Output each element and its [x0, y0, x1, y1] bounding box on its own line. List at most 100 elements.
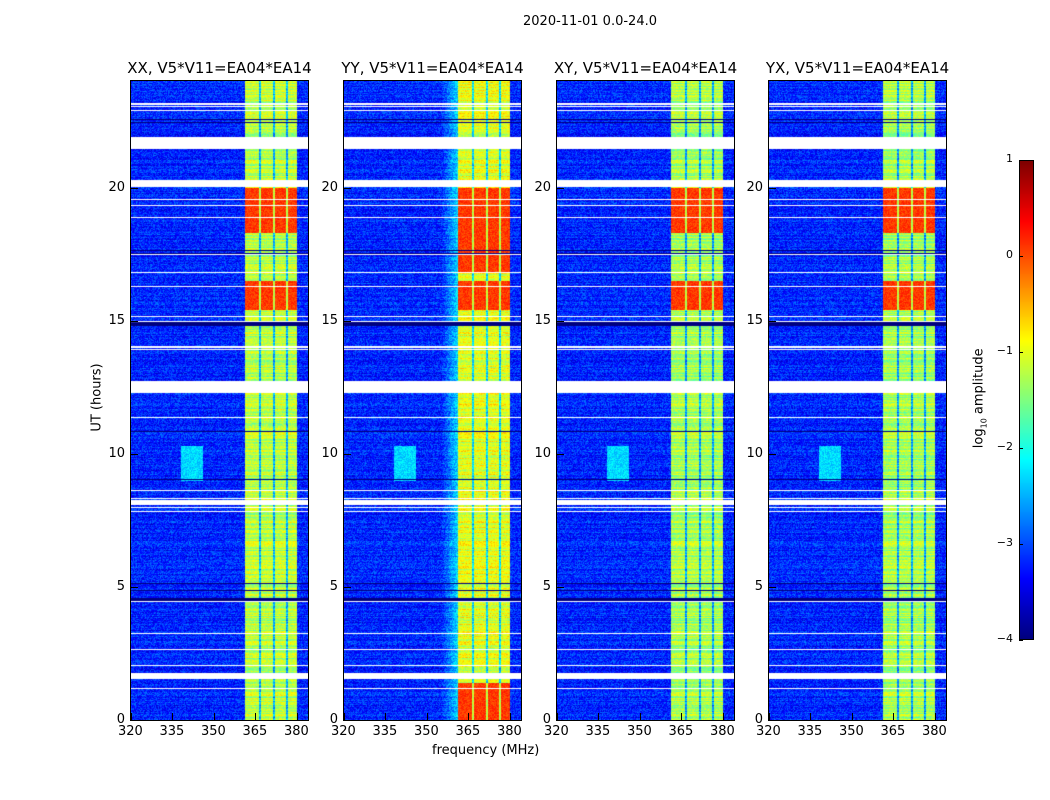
x-tick: [893, 713, 895, 720]
y-tick: [131, 187, 138, 189]
x-tick: [769, 713, 770, 720]
x-tick-label: 365: [880, 724, 906, 739]
x-tick: [598, 713, 600, 720]
y-tick: [557, 586, 564, 588]
panel-title: YX, V5*V11=EA04*EA14: [765, 59, 950, 77]
y-tick-label: 15: [321, 312, 338, 328]
panel-title: XY, V5*V11=EA04*EA14: [553, 59, 738, 77]
y-tick-label: 15: [534, 312, 551, 328]
x-tick-label: 335: [159, 724, 185, 739]
y-tick: [344, 453, 351, 455]
colorbar-tick: [1019, 160, 1023, 161]
x-tick-label: 350: [200, 724, 226, 739]
colorbar-tick-label: −3: [996, 536, 1013, 549]
colorbar-tick: [1019, 640, 1023, 641]
x-tick: [810, 713, 812, 720]
colorbar-tick: [1019, 448, 1023, 449]
x-tick: [385, 713, 387, 720]
y-tick: [557, 320, 564, 322]
y-tick: [344, 586, 351, 588]
panel-title: XX, V5*V11=EA04*EA14: [127, 59, 312, 77]
colorbar-tick: [1019, 352, 1023, 353]
x-tick-label: 380: [921, 724, 947, 739]
colorbar-tick-label: −4: [996, 632, 1013, 645]
y-tick-label: 5: [329, 578, 338, 594]
x-tick: [934, 713, 936, 720]
y-axis-label: UT (hours): [89, 363, 105, 432]
x-tick-label: 380: [496, 724, 522, 739]
spectrogram-panel-1: [343, 80, 522, 721]
x-tick: [426, 713, 428, 720]
y-tick-label: 5: [754, 578, 763, 594]
y-tick-label: 20: [534, 179, 551, 195]
x-tick: [851, 713, 853, 720]
y-tick: [131, 320, 138, 322]
figure-title: 2020-11-01 0.0-24.0: [523, 14, 657, 29]
x-tick: [296, 713, 298, 720]
y-tick-label: 10: [321, 445, 338, 461]
y-tick-label: 5: [542, 578, 551, 594]
x-tick-label: 335: [372, 724, 398, 739]
y-tick-label: 10: [108, 445, 125, 461]
x-tick: [213, 713, 215, 720]
spectrogram-heatmap: [557, 81, 734, 720]
y-tick-label: 15: [108, 312, 125, 328]
x-tick-label: 320: [331, 724, 356, 739]
y-tick: [557, 453, 564, 455]
x-tick-label: 365: [455, 724, 481, 739]
y-tick-label: 0: [754, 712, 763, 727]
y-tick: [131, 453, 138, 455]
x-tick: [557, 713, 558, 720]
x-tick: [722, 713, 724, 720]
colorbar: [1019, 160, 1034, 640]
y-tick-label: 10: [534, 445, 551, 461]
x-tick: [131, 713, 132, 720]
y-tick-label: 0: [116, 712, 125, 727]
y-tick: [344, 720, 351, 721]
y-tick-label: 20: [108, 179, 125, 195]
x-tick-label: 365: [242, 724, 268, 739]
x-tick-label: 335: [585, 724, 611, 739]
x-tick-label: 350: [626, 724, 652, 739]
spectrogram-panel-3: [768, 80, 947, 721]
spectrogram-panel-2: [556, 80, 735, 721]
colorbar-tick-label: −1: [996, 344, 1013, 357]
x-tick-label: 320: [118, 724, 143, 739]
colorbar-label: log10 amplitude: [971, 348, 989, 449]
x-tick-label: 380: [709, 724, 735, 739]
y-tick-label: 20: [321, 179, 338, 195]
y-tick-label: 10: [746, 445, 763, 461]
x-tick-label: 320: [756, 724, 781, 739]
x-tick-label: 350: [838, 724, 864, 739]
y-tick-label: 20: [746, 179, 763, 195]
x-tick-label: 350: [413, 724, 439, 739]
y-tick: [344, 187, 351, 189]
colorbar-tick-label: −2: [996, 440, 1013, 453]
y-tick: [557, 720, 564, 721]
panel-title: YY, V5*V11=EA04*EA14: [341, 59, 524, 77]
x-tick: [639, 713, 641, 720]
spectrogram-heatmap: [769, 81, 946, 720]
x-axis-label: frequency (MHz): [432, 743, 540, 758]
y-tick: [769, 453, 776, 455]
x-tick-label: 365: [668, 724, 694, 739]
y-tick-label: 0: [329, 712, 338, 727]
spectrogram-heatmap: [344, 81, 521, 720]
y-tick-label: 5: [116, 578, 125, 594]
y-tick: [131, 586, 138, 588]
colorbar-tick-label: 1: [1006, 152, 1013, 165]
y-tick: [769, 586, 776, 588]
x-tick: [255, 713, 257, 720]
x-tick: [172, 713, 174, 720]
y-tick: [769, 720, 776, 721]
y-tick: [557, 187, 564, 189]
y-tick: [769, 187, 776, 189]
y-tick-label: 0: [542, 712, 551, 727]
x-tick-label: 335: [797, 724, 823, 739]
y-tick-label: 15: [746, 312, 763, 328]
x-tick: [509, 713, 511, 720]
colorbar-tick: [1019, 544, 1023, 545]
y-tick: [769, 320, 776, 322]
y-tick: [131, 720, 138, 721]
